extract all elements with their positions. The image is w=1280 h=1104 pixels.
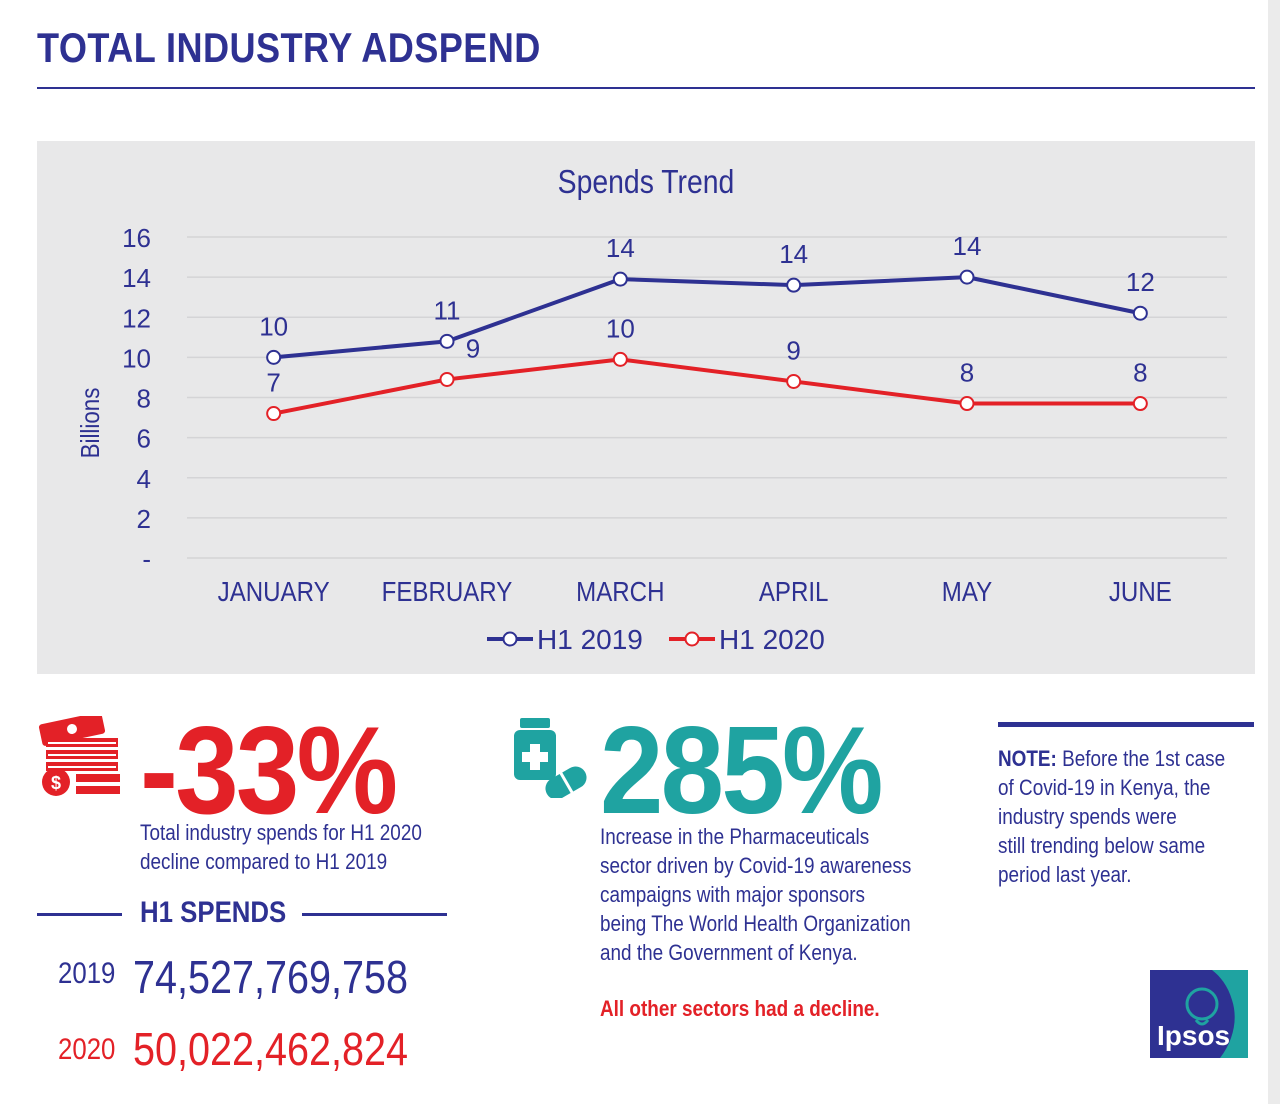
data-point [786,373,802,389]
y-tick-label: 4 [137,464,151,494]
data-point [439,333,455,349]
pharma-description: Increase in the Pharmaceuticals sector d… [600,822,962,967]
legend-swatch-marker [502,631,518,647]
y-tick-label: 2 [137,504,151,534]
y-tick-label: 8 [137,384,151,414]
data-label: 7 [266,368,280,398]
spends-rule-right [302,913,447,916]
data-label: 12 [1126,267,1155,297]
pharma-text-line: Increase in the Pharmaceuticals [600,824,870,849]
ipsos-logo-mark [1185,970,1248,1058]
data-label: 14 [606,233,635,263]
decline-description: Total industry spends for H1 2020 declin… [140,818,468,876]
note-line: period last year. [998,862,1132,887]
title-divider [37,87,1255,89]
data-point [266,406,282,422]
data-point [1132,396,1148,412]
note-line: industry spends were [998,804,1177,829]
spends-rule-left [37,913,122,916]
data-point [959,396,975,412]
page-title: TOTAL INDUSTRY ADSPEND [37,24,541,71]
x-tick-label: APRIL [759,575,829,607]
series-line-h1-2019 [273,275,1141,360]
spends-year-2020: 2020 [58,1033,116,1066]
note-line: still trending below same [998,833,1206,858]
spends-amount-2019: 74,527,769,758 [133,951,408,1003]
series-line-h1-2020 [273,357,1141,416]
x-tick-label: JUNE [1109,575,1172,607]
data-point [439,371,455,387]
note-line: of Covid-19 in Kenya, the [998,775,1211,800]
spends-trend-chart: Spends Trend Billions - 2 4 6 8 10 12 14 16 JANU… [76,163,1227,655]
chart-panel: Spends Trend Billions - 2 4 6 8 10 12 14 16 JANU… [37,141,1255,674]
y-tick-label: 16 [122,223,151,253]
data-label: 10 [259,311,288,341]
pharma-text-line: campaigns with major sponsors [600,882,866,907]
note-line: Before the 1st case [1056,746,1226,771]
data-point [786,277,802,293]
y-tick-label: 10 [122,343,151,373]
page-edge [1268,0,1280,1104]
legend-label: H1 2019 [537,624,643,655]
data-point [612,351,628,367]
data-label: 14 [953,231,982,261]
pharma-highlight: All other sectors had a decline. [600,996,880,1021]
y-tick-label: 12 [122,303,151,333]
ipsos-logo: Ipsos [1150,970,1248,1058]
h1-spends-title: H1 SPENDS [140,896,287,929]
spends-amount-2020: 50,022,462,824 [133,1023,408,1075]
data-label: 11 [434,295,461,325]
data-point [266,349,282,365]
x-tick-label: MAY [942,575,992,607]
note-text: NOTE: Before the 1st case of Covid-19 in… [998,744,1262,889]
data-point [612,271,628,287]
spends-year-2019: 2019 [58,957,116,990]
money-stack-icon: $ [38,716,120,796]
data-point [1132,305,1148,321]
svg-text:$: $ [51,773,61,793]
x-tick-label: JANUARY [218,575,330,607]
data-point [959,269,975,285]
y-tick-label: 6 [137,424,151,454]
data-label: 9 [786,335,800,365]
decline-text-line1: Total industry spends for H1 2020 [140,820,422,845]
data-label: 14 [779,239,808,269]
decline-percent: -33% [140,702,398,840]
y-axis-label: Billions [76,388,105,459]
legend-swatch-marker [684,631,700,647]
note-label: NOTE: [998,746,1057,771]
pharma-text-line: being The World Health Organization [600,911,911,936]
pharma-text-line: sector driven by Covid-19 awareness [600,853,912,878]
pharma-text-line: and the Government of Kenya. [600,940,858,965]
data-label: 10 [606,313,635,343]
ipsos-logo-text: Ipsos [1157,1020,1231,1051]
pharma-percent: 285% [600,702,884,840]
chart-title: Spends Trend [558,163,735,201]
y-tick-label: 14 [122,263,151,293]
decline-text-line2: decline compared to H1 2019 [140,849,388,874]
data-label: 8 [960,358,974,388]
medicine-icon [514,718,587,798]
x-tick-label: FEBRUARY [382,575,513,607]
x-tick-label: MARCH [576,575,664,607]
data-label: 8 [1133,358,1147,388]
legend-label: H1 2020 [719,624,825,655]
y-tick-label: - [142,544,151,574]
note-divider [998,722,1254,727]
data-label: 9 [466,333,480,363]
